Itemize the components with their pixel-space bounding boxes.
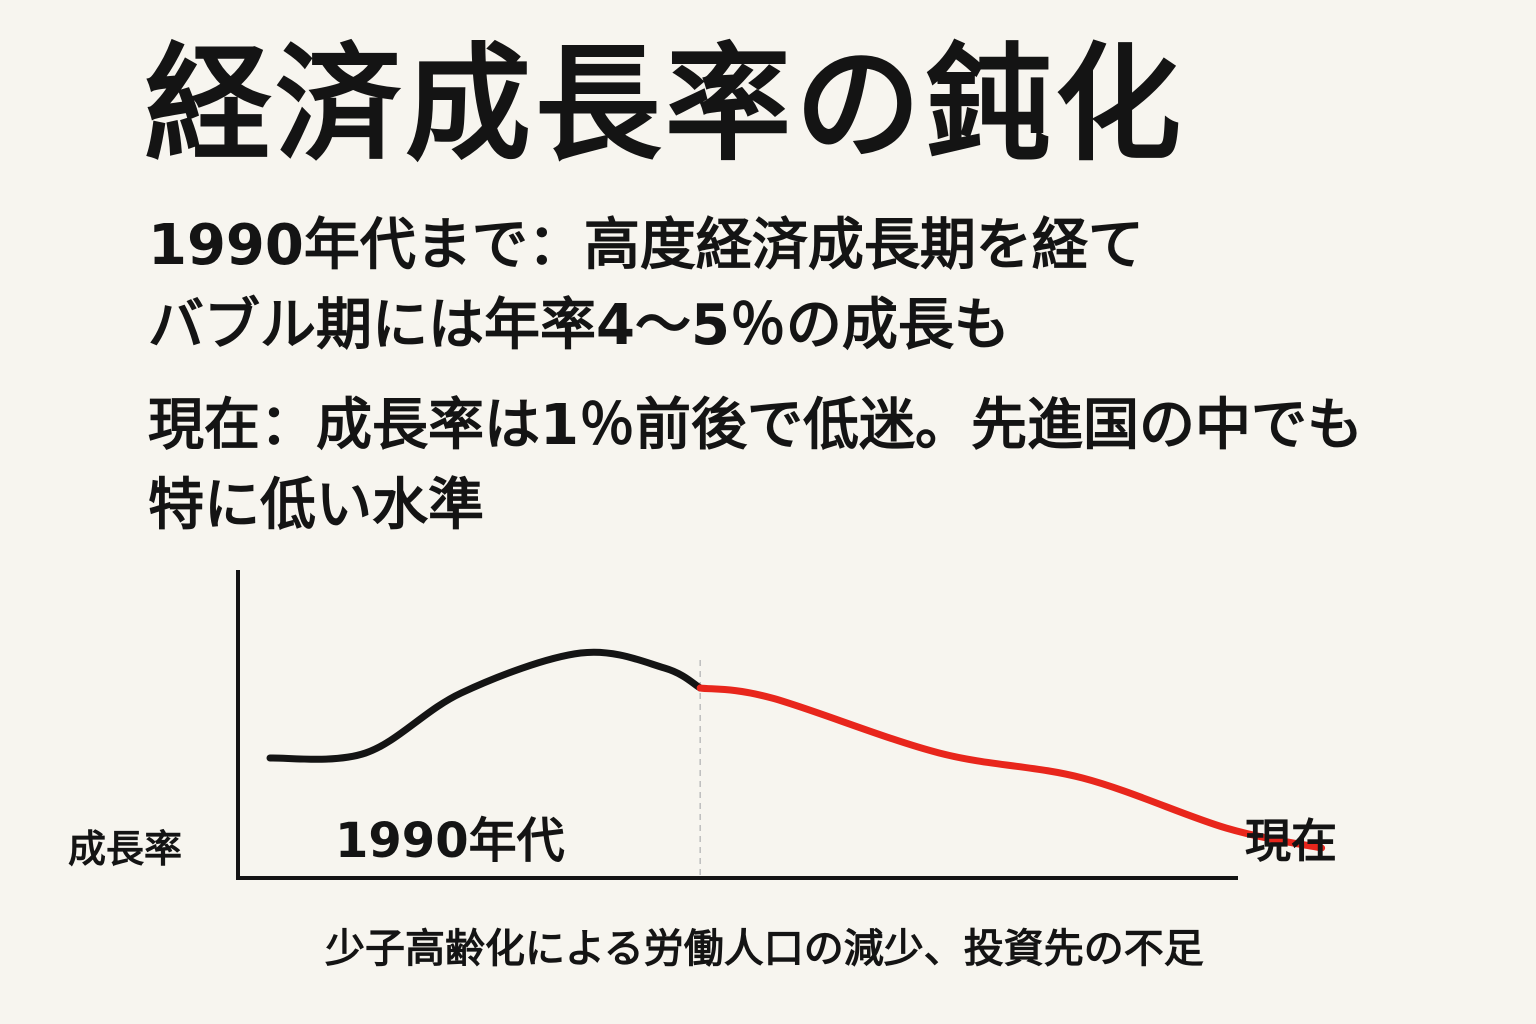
series-line-1990s	[266, 648, 704, 763]
current-line-2: 特に低い水準	[148, 473, 484, 538]
y-axis-label: 成長率	[68, 827, 182, 871]
series-line-present	[696, 684, 1326, 852]
history-line-2: バブル期には年率4～5％の成長も	[148, 293, 1010, 358]
page-title: 経済成長率の鈍化	[145, 31, 1185, 178]
current-line-1: 現在：成長率は1％前後で低迷。先進国の中でも	[148, 393, 1363, 458]
x-label-present: 現在	[1245, 814, 1337, 868]
history-line-1: 1990年代まで：高度経済成長期を経て	[148, 213, 1144, 278]
x-label-1990s: 1990年代	[335, 813, 565, 869]
x-axis-caption: 少子高齢化による労働人口の減少、投資先の不足	[325, 926, 1204, 972]
